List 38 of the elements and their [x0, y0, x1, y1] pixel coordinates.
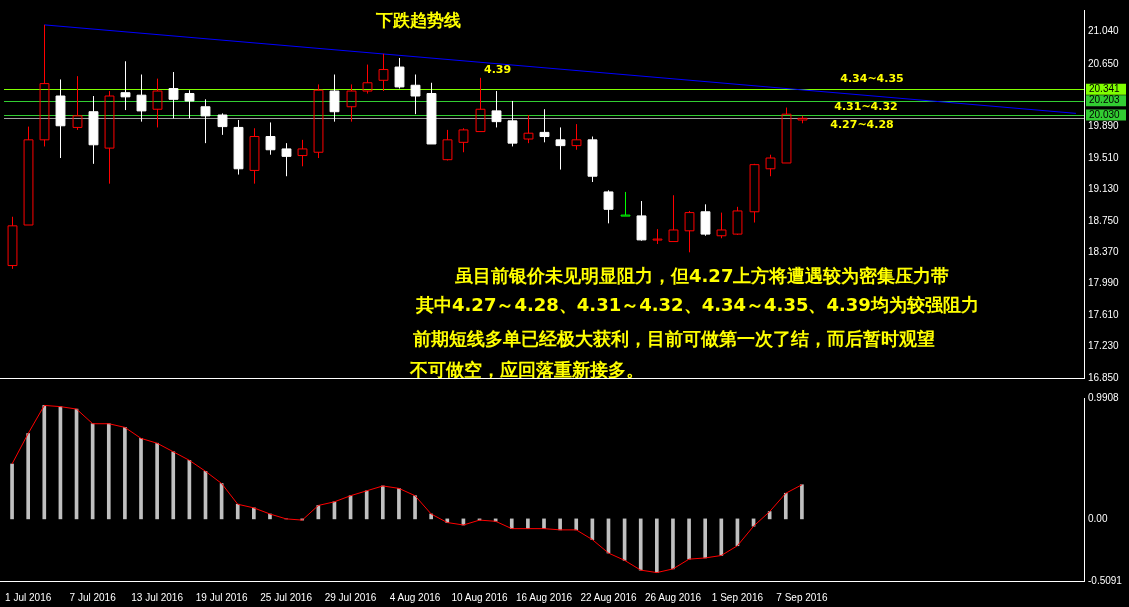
annotation: 下跌趋势线 [374, 10, 461, 31]
y-tick-label: 16.850 [1088, 371, 1120, 383]
y-tick-label: -0.5091 [1088, 574, 1123, 586]
x-tick-label: 26 Aug 2016 [644, 591, 702, 603]
ref-line-label: 20.341 [1089, 83, 1121, 95]
x-tick-label: 4 Aug 2016 [389, 591, 441, 603]
y-tick-label: 19.510 [1088, 151, 1120, 163]
annotation: 前期短线多单已经极大获利，目前可做第一次了结，而后暂时观望 [412, 327, 935, 349]
y-tick-label: 17.990 [1088, 277, 1120, 289]
x-tick-label: 7 Jul 2016 [69, 591, 117, 603]
y-tick-label: 0.00 [1088, 512, 1108, 524]
x-tick-label: 7 Sep 2016 [776, 591, 828, 603]
x-tick-label: 22 Aug 2016 [580, 591, 637, 603]
x-tick-label: 13 Jul 2016 [131, 591, 184, 603]
annotation: 4.31~4.32 [834, 99, 898, 113]
x-tick-label: 1 Sep 2016 [711, 591, 764, 603]
annotation: 4.34~4.35 [840, 71, 904, 85]
y-tick-label: 19.890 [1088, 120, 1120, 132]
x-tick-label: 1 Jul 2016 [5, 591, 52, 603]
x-tick-label: 19 Jul 2016 [195, 591, 248, 603]
x-tick-label: 16 Aug 2016 [515, 591, 573, 603]
annotation: 4.27~4.28 [830, 117, 894, 131]
y-tick-label: 19.130 [1088, 183, 1120, 195]
y-tick-label: 21.040 [1088, 25, 1120, 37]
annotation: 其中4.27～4.28、4.31～4.32、4.34～4.35、4.39均为较强阻力 [415, 293, 979, 315]
y-tick-label: 17.230 [1088, 340, 1120, 352]
annotation: 虽目前银价未见明显阻力，但4.27上方将遭遇较为密集压力带 [454, 264, 950, 286]
y-tick-label: 0.9908 [1088, 391, 1120, 403]
annotation: 4.39 [484, 62, 512, 76]
x-tick-label: 10 Aug 2016 [451, 591, 509, 603]
x-tick-label: 29 Jul 2016 [324, 591, 377, 603]
x-tick-label: 25 Jul 2016 [260, 591, 313, 603]
ref-line-label: 20.030 [1089, 108, 1121, 120]
ref-line-label: 20.203 [1089, 94, 1121, 106]
y-tick-label: 18.370 [1088, 246, 1120, 258]
y-tick-label: 18.750 [1088, 214, 1120, 226]
y-tick-label: 17.610 [1088, 308, 1120, 320]
y-tick-label: 20.650 [1088, 57, 1120, 69]
